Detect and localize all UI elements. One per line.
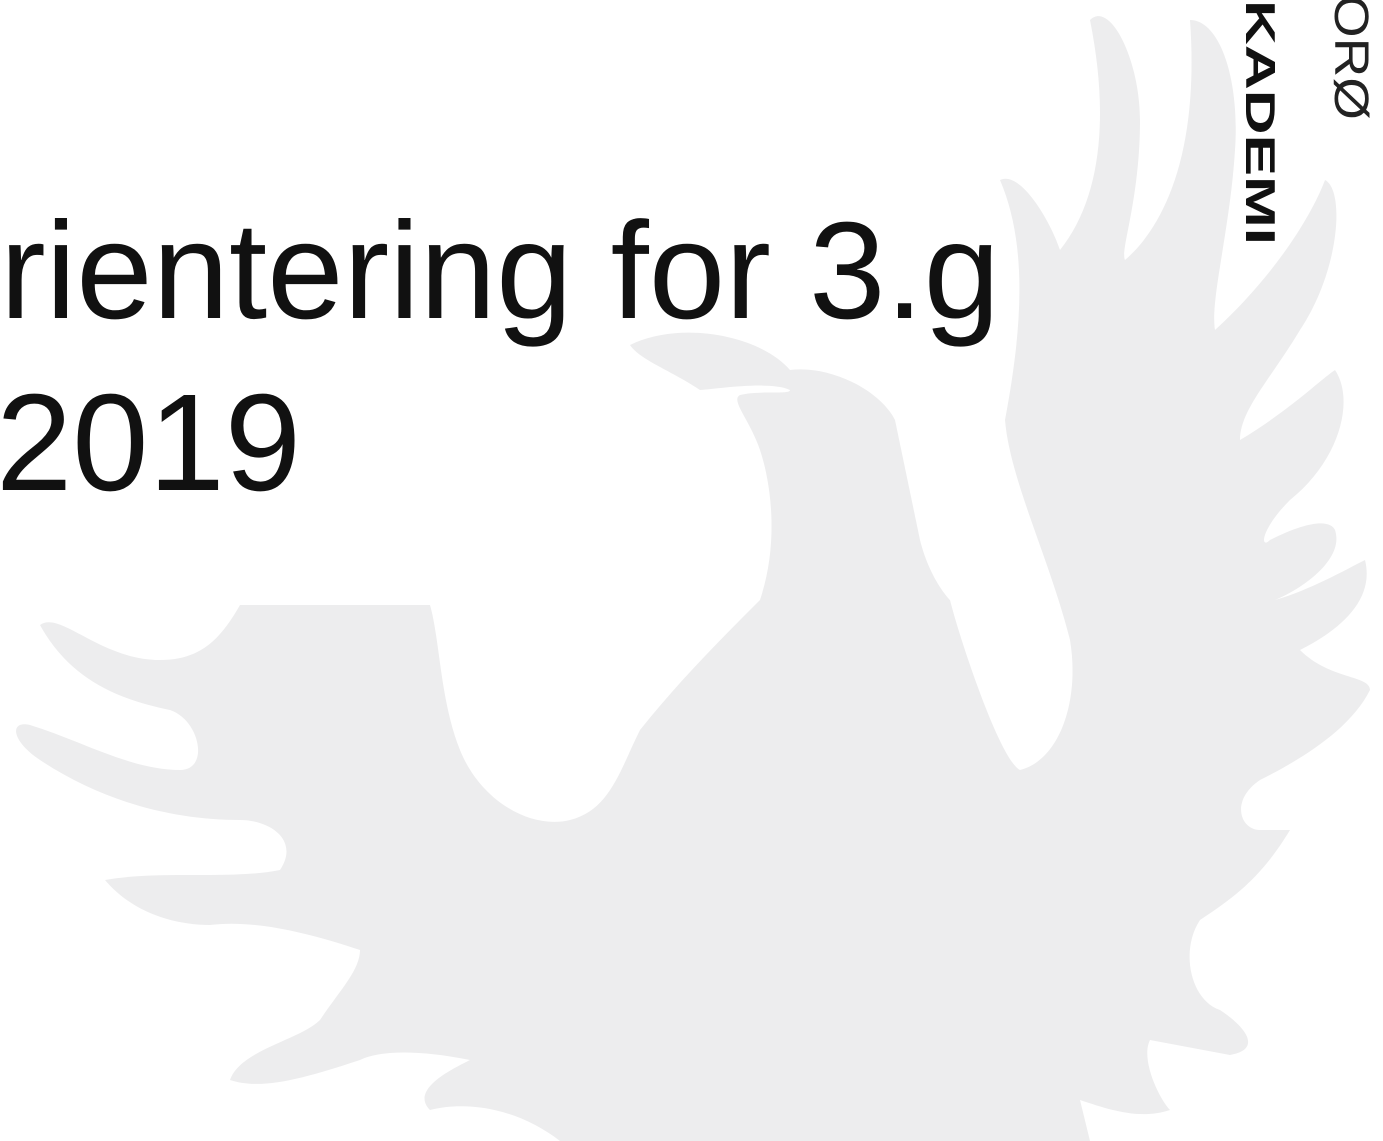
- logo-text: ORØ: [1324, 0, 1377, 120]
- title-line: rientering for 3.g: [0, 194, 1000, 348]
- title-line: 2019: [0, 366, 301, 520]
- logo-text: KADEMI: [1237, 0, 1284, 245]
- bird-watermark: [16, 16, 1370, 1141]
